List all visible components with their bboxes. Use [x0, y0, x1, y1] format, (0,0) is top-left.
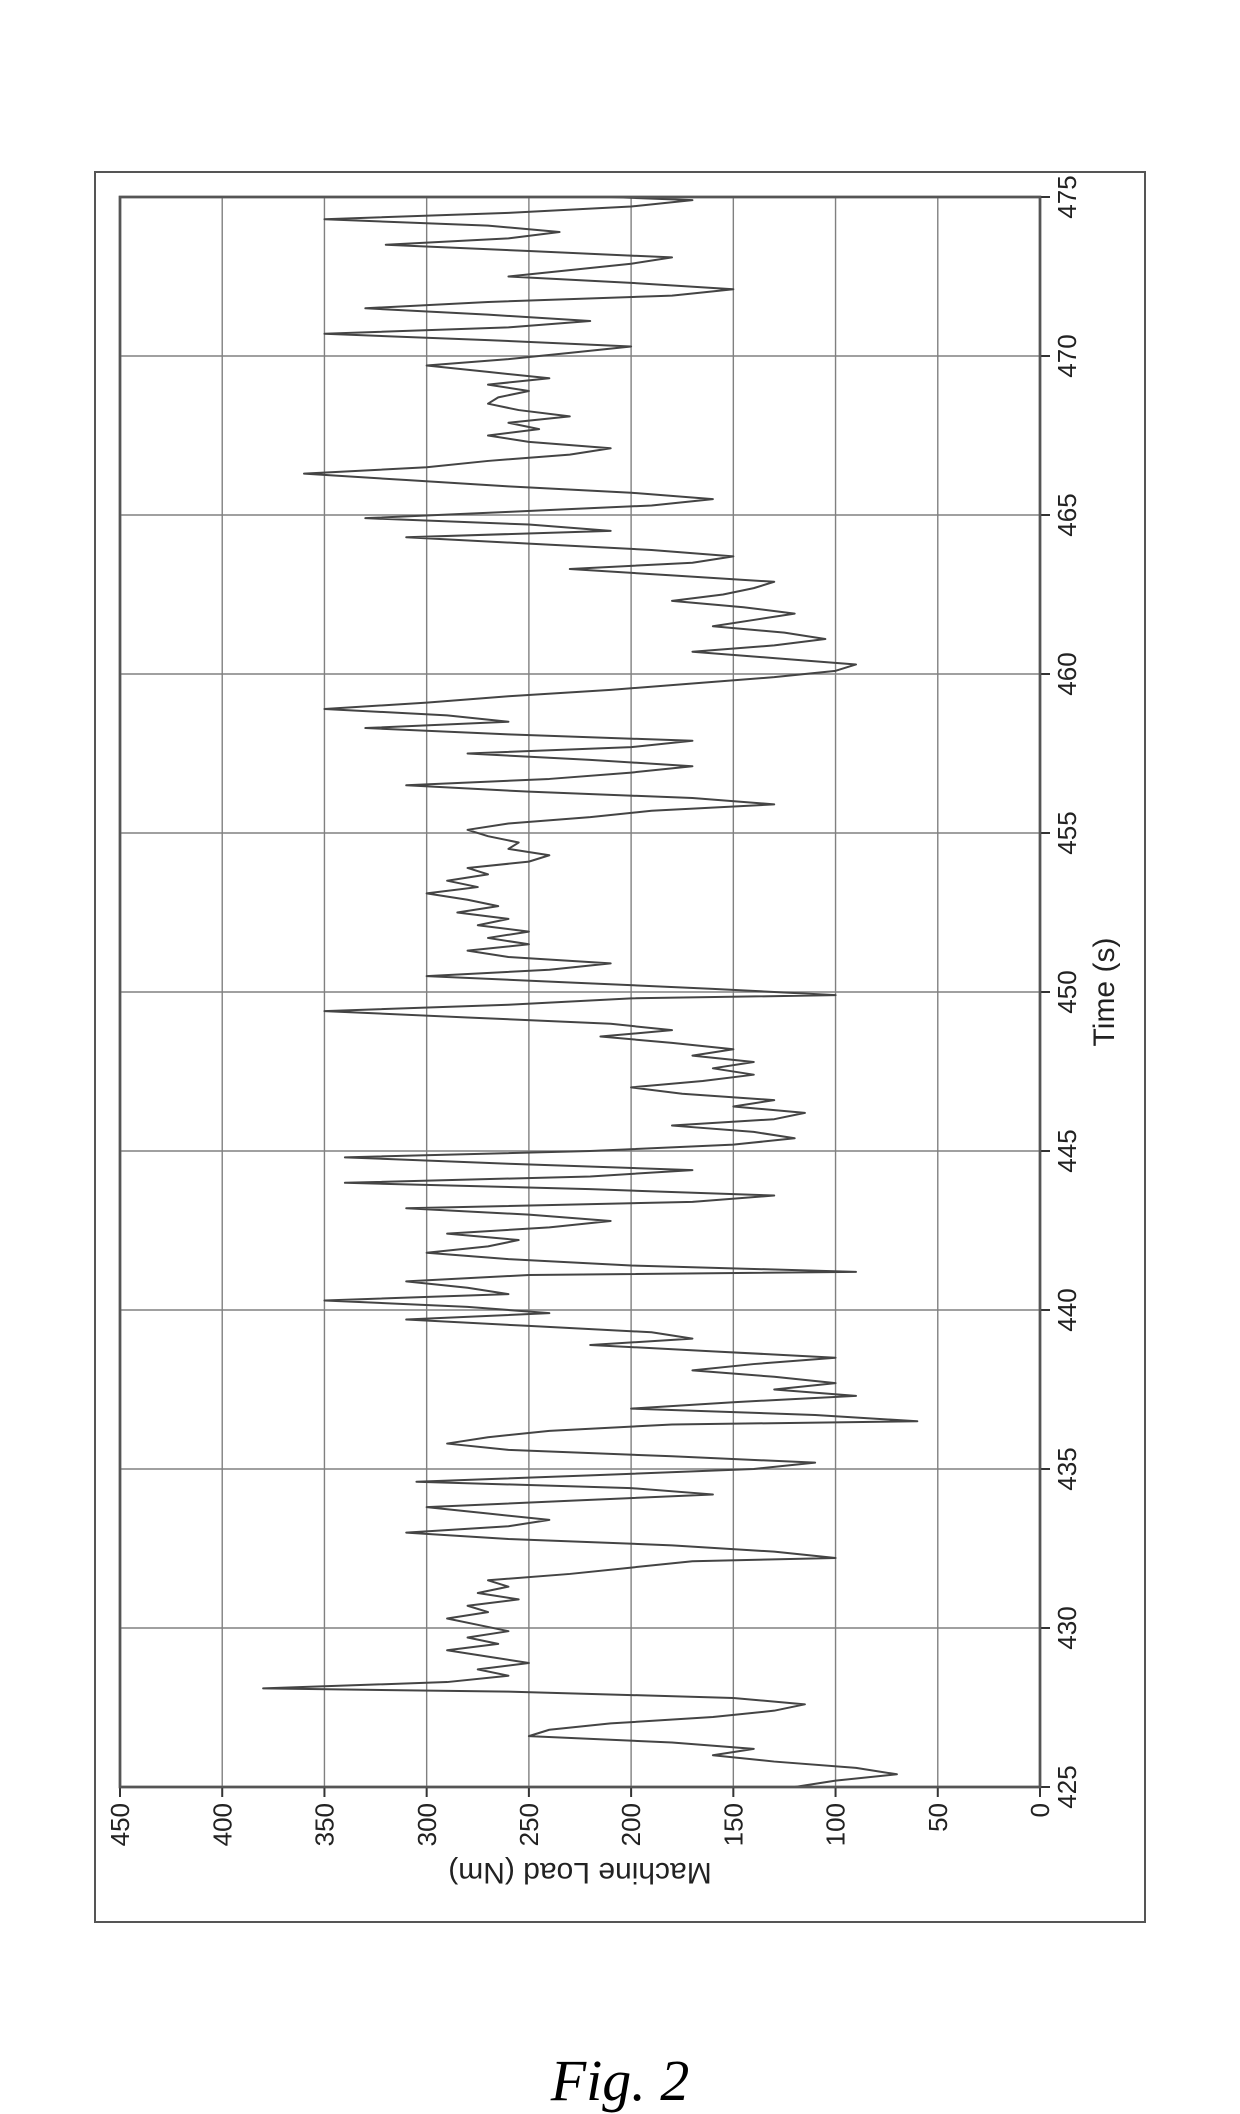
y-tick-label: 250 [514, 1803, 544, 1846]
y-axis-label: Machine Load (Nm) [448, 1856, 711, 1889]
x-tick-label: 450 [1052, 970, 1082, 1013]
x-axis-label: Time (s) [1088, 938, 1121, 1047]
x-tick-label: 435 [1052, 1447, 1082, 1490]
y-tick-label: 150 [718, 1803, 748, 1846]
y-tick-label: 100 [821, 1803, 851, 1846]
figure-caption: Fig. 2 [0, 2047, 1240, 2114]
x-tick-label: 430 [1052, 1606, 1082, 1649]
y-tick-label: 350 [310, 1803, 340, 1846]
x-tick-label: 470 [1052, 334, 1082, 377]
x-tick-label: 455 [1052, 811, 1082, 854]
x-tick-label: 475 [1052, 175, 1082, 218]
x-tick-label: 425 [1052, 1765, 1082, 1808]
y-tick-label: 450 [105, 1803, 135, 1846]
chart-container: 425 430 435 440 445 450 455 460 465 470 475 0 50 100 1… [90, 167, 1150, 1927]
y-tick-label: 300 [412, 1803, 442, 1846]
x-tick-label: 465 [1052, 493, 1082, 536]
y-tick-label: 200 [616, 1803, 646, 1846]
x-tick-label: 445 [1052, 1129, 1082, 1172]
y-tick-label: 0 [1025, 1803, 1055, 1817]
y-tick-label: 400 [207, 1803, 237, 1846]
y-tick-label: 50 [923, 1803, 953, 1832]
x-tick-label: 440 [1052, 1288, 1082, 1331]
x-tick-label: 460 [1052, 652, 1082, 695]
